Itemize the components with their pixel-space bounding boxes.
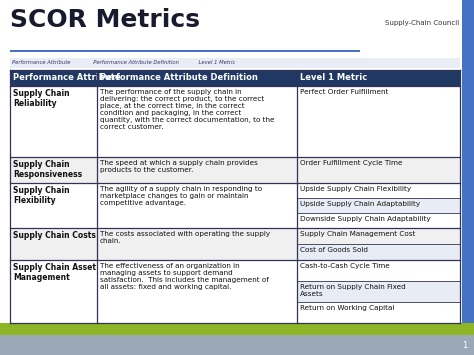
Bar [297,260,460,281]
Bar [297,244,460,260]
Text: Supply Chain Management Cost: Supply Chain Management Cost [300,231,415,237]
Bar [10,86,297,157]
Bar [297,86,460,157]
Text: Cost of Goods Sold: Cost of Goods Sold [300,247,368,253]
Text: Downside Supply Chain Adaptability: Downside Supply Chain Adaptability [300,216,430,222]
Text: Supply Chain
Reliability: Supply Chain Reliability [13,89,70,108]
Text: Performance Attribute: Performance Attribute [13,73,120,82]
Bar [297,213,460,228]
Text: Supply Chain
Flexibility: Supply Chain Flexibility [13,186,70,206]
Text: Performance Attribute              Performance Attribute Definition            L: Performance Attribute Performance Attrib… [12,60,236,66]
Text: The performance of the supply chain in
delivering: the correct product, to the c: The performance of the supply chain in d… [100,89,274,130]
Text: The agility of a supply chain in responding to
marketplace changes to gain or ma: The agility of a supply chain in respond… [100,186,262,206]
Bar [10,157,297,183]
Bar [297,157,460,183]
Bar [10,228,297,260]
Text: Upside Supply Chain Adaptability: Upside Supply Chain Adaptability [300,201,420,207]
Bar [297,228,460,244]
Bar [10,58,460,68]
Text: Upside Supply Chain Flexibility: Upside Supply Chain Flexibility [300,186,411,192]
Bar [10,183,297,228]
Text: 1: 1 [462,340,468,350]
Text: The effectiveness of an organization in
managing assets to support demand
satisf: The effectiveness of an organization in … [100,263,269,290]
Text: The costs associated with operating the supply
chain.: The costs associated with operating the … [100,231,270,244]
Text: Return on Supply Chain Fixed
Assets: Return on Supply Chain Fixed Assets [300,284,406,297]
Bar [0,335,474,355]
Text: Order Fulfillment Cycle Time: Order Fulfillment Cycle Time [300,160,402,166]
Text: SCOR Metrics: SCOR Metrics [10,8,200,32]
Text: Performance Attribute Definition: Performance Attribute Definition [100,73,258,82]
Text: Return on Working Capital: Return on Working Capital [300,305,394,311]
Bar [462,0,474,337]
Text: Supply-Chain Council: Supply-Chain Council [385,20,459,26]
Text: The speed at which a supply chain provides
products to the customer.: The speed at which a supply chain provid… [100,160,258,173]
Bar [297,183,460,198]
Bar [297,281,460,302]
Text: Supply Chain Costs: Supply Chain Costs [13,231,96,240]
Bar [297,302,460,323]
Text: Supply Chain Asset
Management: Supply Chain Asset Management [13,263,96,282]
Bar [10,70,460,86]
Bar [0,323,474,335]
Bar [297,198,460,213]
Text: Cash-to-Cash Cycle Time: Cash-to-Cash Cycle Time [300,263,390,269]
Text: Perfect Order Fulfillment: Perfect Order Fulfillment [300,89,388,95]
Bar [10,260,297,323]
Text: Supply Chain
Responsiveness: Supply Chain Responsiveness [13,160,82,179]
Bar [10,50,360,52]
Text: Level 1 Metric: Level 1 Metric [300,73,367,82]
